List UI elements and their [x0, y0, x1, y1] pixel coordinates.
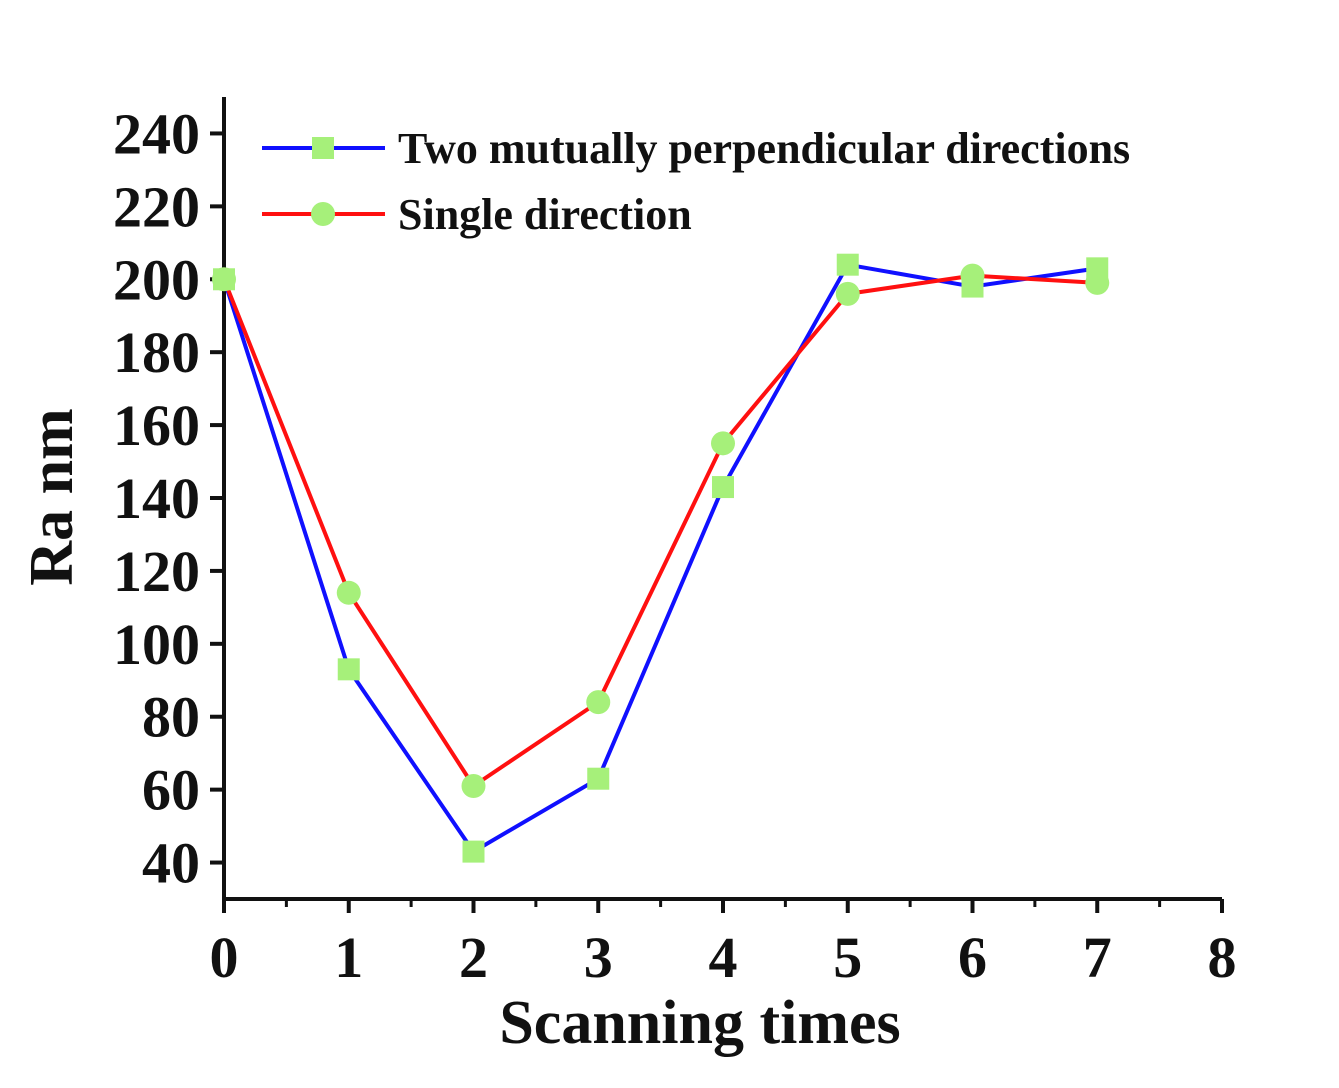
y-axis-title: Ra nm — [18, 408, 86, 585]
legend-label-2: Single direction — [398, 190, 692, 239]
data-point-square — [587, 767, 610, 790]
y-tick-label: 200 — [113, 247, 200, 312]
y-tick-label: 120 — [113, 539, 200, 604]
y-tick-label: 140 — [113, 466, 200, 531]
legend: Two mutually perpendicular directions Sin… — [262, 124, 1130, 239]
y-tick-label: 180 — [113, 320, 200, 385]
x-tick-label: 2 — [459, 925, 488, 990]
data-point-circle — [212, 267, 236, 292]
data-point-circle — [835, 281, 860, 306]
y-tick-label: 100 — [113, 612, 200, 677]
x-tick-label: 3 — [584, 925, 613, 990]
data-point-circle — [461, 773, 486, 798]
legend-marker-square — [312, 137, 334, 159]
data-point-circle — [960, 263, 985, 288]
series-markers — [212, 253, 1110, 863]
data-point-circle — [336, 580, 361, 605]
legend-marker-circle — [311, 202, 335, 226]
x-tick-label: 7 — [1083, 925, 1112, 990]
y-tick-label: 160 — [113, 393, 200, 458]
x-tick-label: 5 — [833, 925, 862, 990]
x-tick-label: 1 — [334, 925, 363, 990]
data-point-square — [462, 840, 485, 863]
x-tick-label: 6 — [958, 925, 987, 990]
x-tick-label: 4 — [709, 925, 738, 990]
series-lines — [222, 262, 1098, 854]
y-tick-label: 240 — [113, 101, 200, 166]
data-point-square — [337, 658, 360, 681]
data-point-circle — [1085, 270, 1110, 295]
data-point-square — [712, 476, 734, 499]
data-point-circle — [586, 690, 611, 715]
data-point-square — [836, 253, 859, 276]
x-tick-label: 8 — [1208, 925, 1237, 990]
y-tick-label: 40 — [142, 831, 200, 896]
x-tick-label: 0 — [210, 925, 239, 990]
series-line-2 — [222, 273, 1098, 788]
x-axis-title: Scanning times — [499, 989, 900, 1057]
legend-label-1: Two mutually perpendicular directions — [398, 124, 1130, 173]
y-tick-label: 80 — [142, 685, 200, 750]
y-tick-label: 60 — [142, 758, 200, 823]
series-line-1 — [222, 262, 1098, 854]
axes: 0 1 2 3 4 5 6 7 8 40 60 80 100 120 140 160 180 200 220 240 — [113, 97, 1237, 990]
data-point-circle — [711, 431, 735, 456]
y-tick-label: 220 — [113, 174, 200, 239]
